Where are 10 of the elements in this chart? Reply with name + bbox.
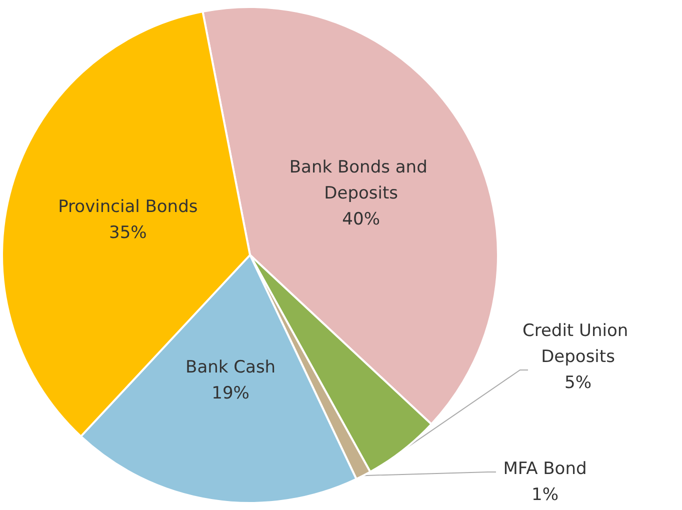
data-label: 5% (564, 373, 592, 393)
data-label: 19% (212, 384, 250, 404)
data-label: 35% (109, 222, 147, 243)
data-label: 40% (342, 209, 380, 230)
slice-label: Provincial Bonds (58, 196, 198, 217)
slice-label: Bank Bonds and Deposits (289, 157, 433, 204)
data-label: 1% (532, 485, 558, 505)
slice-label: MFA Bond (503, 459, 587, 479)
slice-label: Bank Cash (186, 358, 276, 378)
slice-label: Credit Union Deposits (522, 321, 634, 367)
